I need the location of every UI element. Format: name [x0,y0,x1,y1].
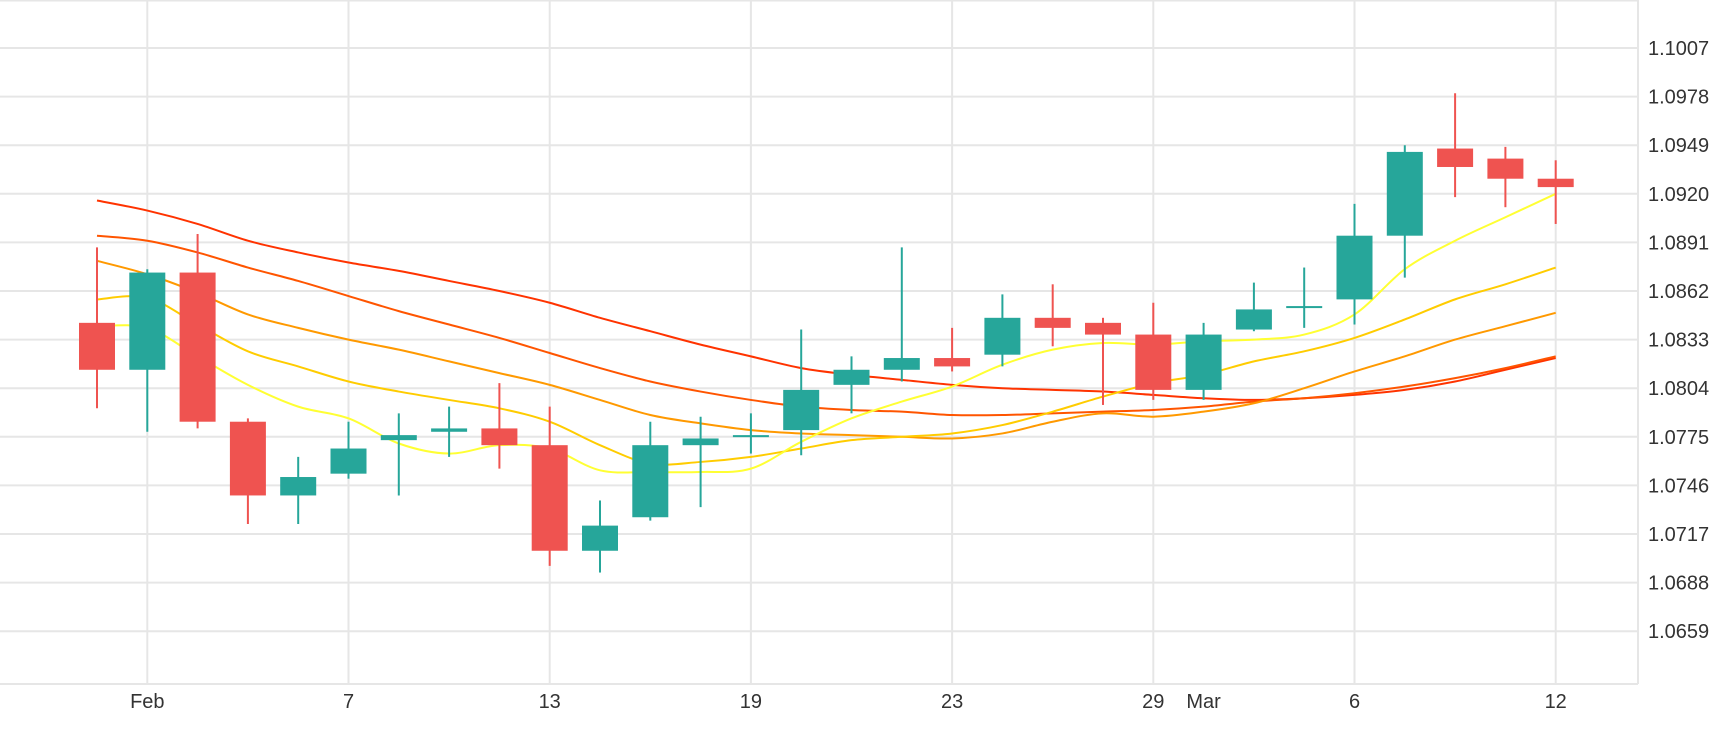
bullish-candle [984,294,1021,367]
candle-body [883,358,920,370]
candle-body [934,358,971,367]
y-tick-label: 1.0891 [1648,232,1709,254]
moving-average-line [96,199,1556,401]
candle-body [1336,235,1373,300]
bullish-candle [732,413,769,454]
candle-body [1386,151,1423,236]
bullish-candle [682,416,719,508]
bearish-candle [481,383,518,469]
bullish-candle [1336,203,1373,325]
candle-body [79,322,115,370]
candle-body [1437,148,1474,167]
candle-body [1185,334,1222,390]
y-axis: 1.0659 1.0688 1.0717 1.0746 1.0775 1.0804 1.08… [1648,38,1709,643]
x-tick-label: 13 [539,691,561,713]
bullish-candle [1235,282,1272,332]
y-tick-label: 1.0746 [1648,475,1709,497]
x-tick-label: 6 [1349,691,1360,713]
bullish-candle [1185,322,1222,400]
moving-average-line [96,266,1557,466]
y-tick-label: 1.0775 [1648,427,1709,449]
bearish-candle [1085,317,1121,405]
moving-average-line [96,259,1556,440]
candle-body [481,428,518,446]
bearish-candle [1034,284,1071,347]
candle-body [380,435,417,441]
x-tick-label: Mar [1186,691,1221,713]
candle-body [280,477,317,496]
candle-body [1487,158,1524,179]
x-tick-label: 23 [941,691,963,713]
bearish-candle [229,418,266,524]
bearish-candle [1487,146,1524,208]
candle-body [632,445,669,518]
bearish-candle [1537,160,1574,224]
candle-body [582,525,618,551]
candle-body [732,435,769,438]
candle-body [783,389,820,431]
moving-average-line [96,234,1556,417]
candle-body [531,445,568,551]
bearish-candle [531,406,568,566]
bullish-candle [1286,267,1323,328]
bullish-candle [330,421,367,479]
candle-body [1286,306,1323,309]
y-tick-label: 1.0804 [1648,378,1709,400]
y-tick-label: 1.0659 [1648,621,1709,643]
candle-body [1085,322,1121,335]
y-tick-label: 1.0978 [1648,87,1709,109]
candles [79,93,1574,573]
candle-body [330,448,367,474]
bearish-candle [1135,302,1172,400]
bearish-candle [1437,93,1474,198]
candle-body [682,438,719,446]
bullish-candle [783,329,820,456]
candle-body [1034,317,1071,328]
y-tick-label: 1.0862 [1648,281,1709,303]
x-tick-label: 7 [343,691,354,713]
x-tick-label: 12 [1545,691,1567,713]
x-tick-label: 19 [740,691,762,713]
y-tick-label: 1.1007 [1648,38,1709,60]
bearish-candle [179,234,216,429]
candle-body [833,369,870,385]
candle-body [984,317,1021,355]
y-tick-label: 1.0920 [1648,184,1709,206]
candle-body [1235,309,1272,330]
bullish-candle [833,356,870,414]
candle-body [229,421,266,496]
bearish-candle [79,247,115,409]
moving-average-line [96,192,1557,474]
bullish-candle [280,456,317,524]
bearish-candle [934,327,971,372]
bullish-candle [431,406,468,457]
y-tick-label: 1.0949 [1648,135,1709,157]
y-tick-label: 1.0688 [1648,573,1709,595]
candle-body [431,428,468,432]
bullish-candle [632,421,669,521]
candle-body [129,272,166,370]
bullish-candle [380,413,417,496]
y-tick-label: 1.0833 [1648,330,1709,352]
y-tick-label: 1.0717 [1648,524,1709,546]
moving-average-bands [96,192,1557,474]
grid [0,0,1639,685]
candle-body [1135,334,1172,390]
bullish-candle [129,269,166,432]
x-tick-label: 29 [1142,691,1164,713]
candle-body [179,272,216,422]
bullish-candle [1386,145,1423,278]
x-axis: Feb 7 13 19 23 29 Mar 6 12 [130,691,1567,713]
bullish-candle [582,500,618,573]
bullish-candle [883,247,920,382]
x-tick-label: Feb [130,691,164,713]
candle-body [1537,178,1574,188]
